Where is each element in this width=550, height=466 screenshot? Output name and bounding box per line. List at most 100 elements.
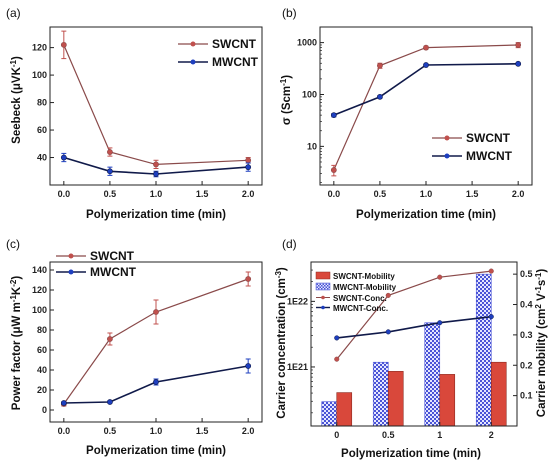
legend-marker-mwcnt-b xyxy=(444,153,450,159)
data-point-swcnt-conc xyxy=(385,292,391,298)
y-ticks-a: 40 60 80 100 120 xyxy=(32,43,54,163)
legend-d: SWCNT-Mobility MWCNT-Mobility SWCNT-Conc… xyxy=(315,271,397,313)
data-point-swcnt xyxy=(153,309,159,315)
x-axis-label-c: Polymerization time (min) xyxy=(86,445,226,457)
data-point-swcnt xyxy=(245,157,252,164)
y-tick-label: 100 xyxy=(32,305,47,315)
y-tick-label: 120 xyxy=(32,43,47,53)
legend-label-swcnt-conc: SWCNT-Conc. xyxy=(333,294,387,303)
data-point-mwcnt xyxy=(515,60,522,67)
y-tick-label: 10 xyxy=(307,141,317,151)
series-line-swcnt xyxy=(63,44,249,166)
panel-label-a: (a) xyxy=(6,6,21,20)
x-axis-label-a: Polymerization time (min) xyxy=(86,209,226,221)
panel-label-c: (c) xyxy=(6,237,20,251)
y-tick-label: 40 xyxy=(37,365,47,375)
y-ticks-c: 0 20 40 60 80 100 120 140 xyxy=(32,265,54,415)
bar-swcnt-mobility xyxy=(387,371,404,427)
y-tick-label-left: 1E21 xyxy=(287,362,308,372)
y-tick-label: 60 xyxy=(37,125,47,135)
x-tick-label: 0.5 xyxy=(104,189,117,199)
x-tick-label: 1.0 xyxy=(420,189,433,199)
panel-a-seebeck: (a) 40 60 80 100 120 0.0 0.5 1.0 1.5 2.0 Seebeck… xyxy=(6,6,263,221)
legend-b: SWCNT MWCNT xyxy=(432,131,513,163)
y-axis-label-right-d: Carrier mobility (cm2 V-1s-1) xyxy=(534,269,548,418)
data-point-mwcnt xyxy=(245,363,252,369)
data-point-mwcnt xyxy=(107,399,113,405)
plot-frame-b xyxy=(319,26,533,186)
data-point-mwcnt-conc xyxy=(385,329,391,335)
data-point-mwcnt xyxy=(377,93,383,100)
x-tick-label: 0.5 xyxy=(374,189,387,199)
legend-marker-swcnt-c xyxy=(68,253,74,259)
legend-label-mwcnt-conc: MWCNT-Conc. xyxy=(333,304,388,313)
data-point-swcnt xyxy=(377,62,383,69)
data-point-swcnt xyxy=(60,41,67,48)
y-axis-label-a: Seebeck (μVK-1) xyxy=(9,56,23,144)
y-tick-label-right: 0.4 xyxy=(520,300,533,310)
legend-swatch-swcnt-mobility xyxy=(315,271,331,280)
bar-mwcnt-mobility xyxy=(424,322,441,427)
legend-label-mwcnt-b: MWCNT xyxy=(466,149,513,163)
legend-marker-swcnt-a xyxy=(190,41,196,47)
x-ticks-d: 0 0.5 1 2 xyxy=(334,422,494,440)
data-point-mwcnt xyxy=(107,168,113,175)
series-line-mwcnt-conc xyxy=(336,315,492,339)
x-tick-label: 0.0 xyxy=(328,189,341,199)
bar-mwcnt-mobility xyxy=(321,401,338,427)
bar-mwcnt-mobility xyxy=(475,273,492,427)
x-tick-label: 1.0 xyxy=(150,426,163,436)
legend-label-mwcnt-a: MWCNT xyxy=(212,55,259,69)
series-line-swcnt xyxy=(333,44,519,171)
bar-swcnt-mobility xyxy=(336,392,353,427)
legend-label-swcnt-a: SWCNT xyxy=(212,37,257,51)
y-axis-label-left-d: Carrier concentration (cm-3) xyxy=(274,267,288,419)
series-lines-a xyxy=(60,30,252,178)
plot-frame-c xyxy=(49,261,263,423)
series-line-mwcnt xyxy=(63,365,249,404)
x-axis-label-b: Polymerization time (min) xyxy=(356,209,496,221)
legend-label-swcnt-c: SWCNT xyxy=(90,249,135,263)
x-tick-label: 1.5 xyxy=(466,189,479,199)
data-point-mwcnt-conc xyxy=(334,335,340,341)
data-point-mwcnt xyxy=(245,164,252,171)
y-tick-label-right: 0.2 xyxy=(520,360,533,370)
x-tick-label: 1.5 xyxy=(196,189,209,199)
plot-frame-d xyxy=(310,261,518,427)
legend-marker-mwcnt-conc xyxy=(321,305,325,310)
series-lines-b xyxy=(330,42,522,177)
legend-label-swcnt-mobility: SWCNT-Mobility xyxy=(333,272,395,281)
data-point-mwcnt xyxy=(60,154,67,161)
y-axis-label-c: Power factor (μW m-1K-2) xyxy=(9,276,23,411)
y-tick-label: 100 xyxy=(32,70,47,80)
legend-label-mwcnt-c: MWCNT xyxy=(90,265,137,279)
x-tick-label: 1 xyxy=(437,430,442,440)
data-point-mwcnt xyxy=(153,379,159,385)
y-tick-label-right: 0.1 xyxy=(520,391,533,401)
data-point-mwcnt xyxy=(423,62,429,68)
y-tick-label: 100 xyxy=(302,89,317,99)
y-tick-label: 80 xyxy=(37,325,47,335)
data-point-swcnt xyxy=(107,149,113,155)
y-tick-label: 140 xyxy=(32,265,47,275)
data-point-swcnt xyxy=(330,167,337,173)
y-tick-label: 60 xyxy=(37,345,47,355)
y-tick-label-left: 1E22 xyxy=(287,296,308,306)
y-tick-label: 40 xyxy=(37,153,47,163)
y-tick-label: 1000 xyxy=(297,38,317,48)
data-point-mwcnt-conc xyxy=(488,314,494,320)
legend-swatch-mwcnt-mobility xyxy=(315,282,331,291)
x-tick-label: 2 xyxy=(489,430,494,440)
panel-d-carrier: (d) 1E21 1E22 0.1 0.2 0.3 0.4 0.5 0 0.5 1 2 Carr… xyxy=(274,237,548,460)
series-line-swcnt xyxy=(63,278,249,405)
data-point-swcnt xyxy=(423,44,429,51)
x-tick-label: 0.0 xyxy=(58,426,71,436)
series-line-mwcnt xyxy=(333,63,519,116)
x-tick-label: 1.5 xyxy=(196,426,209,436)
legend-marker-swcnt-conc xyxy=(321,295,325,300)
x-ticks-b: 0.0 0.5 1.0 1.5 2.0 xyxy=(328,181,524,199)
y-tick-label: 120 xyxy=(32,285,47,295)
series-lines-d xyxy=(334,268,494,362)
